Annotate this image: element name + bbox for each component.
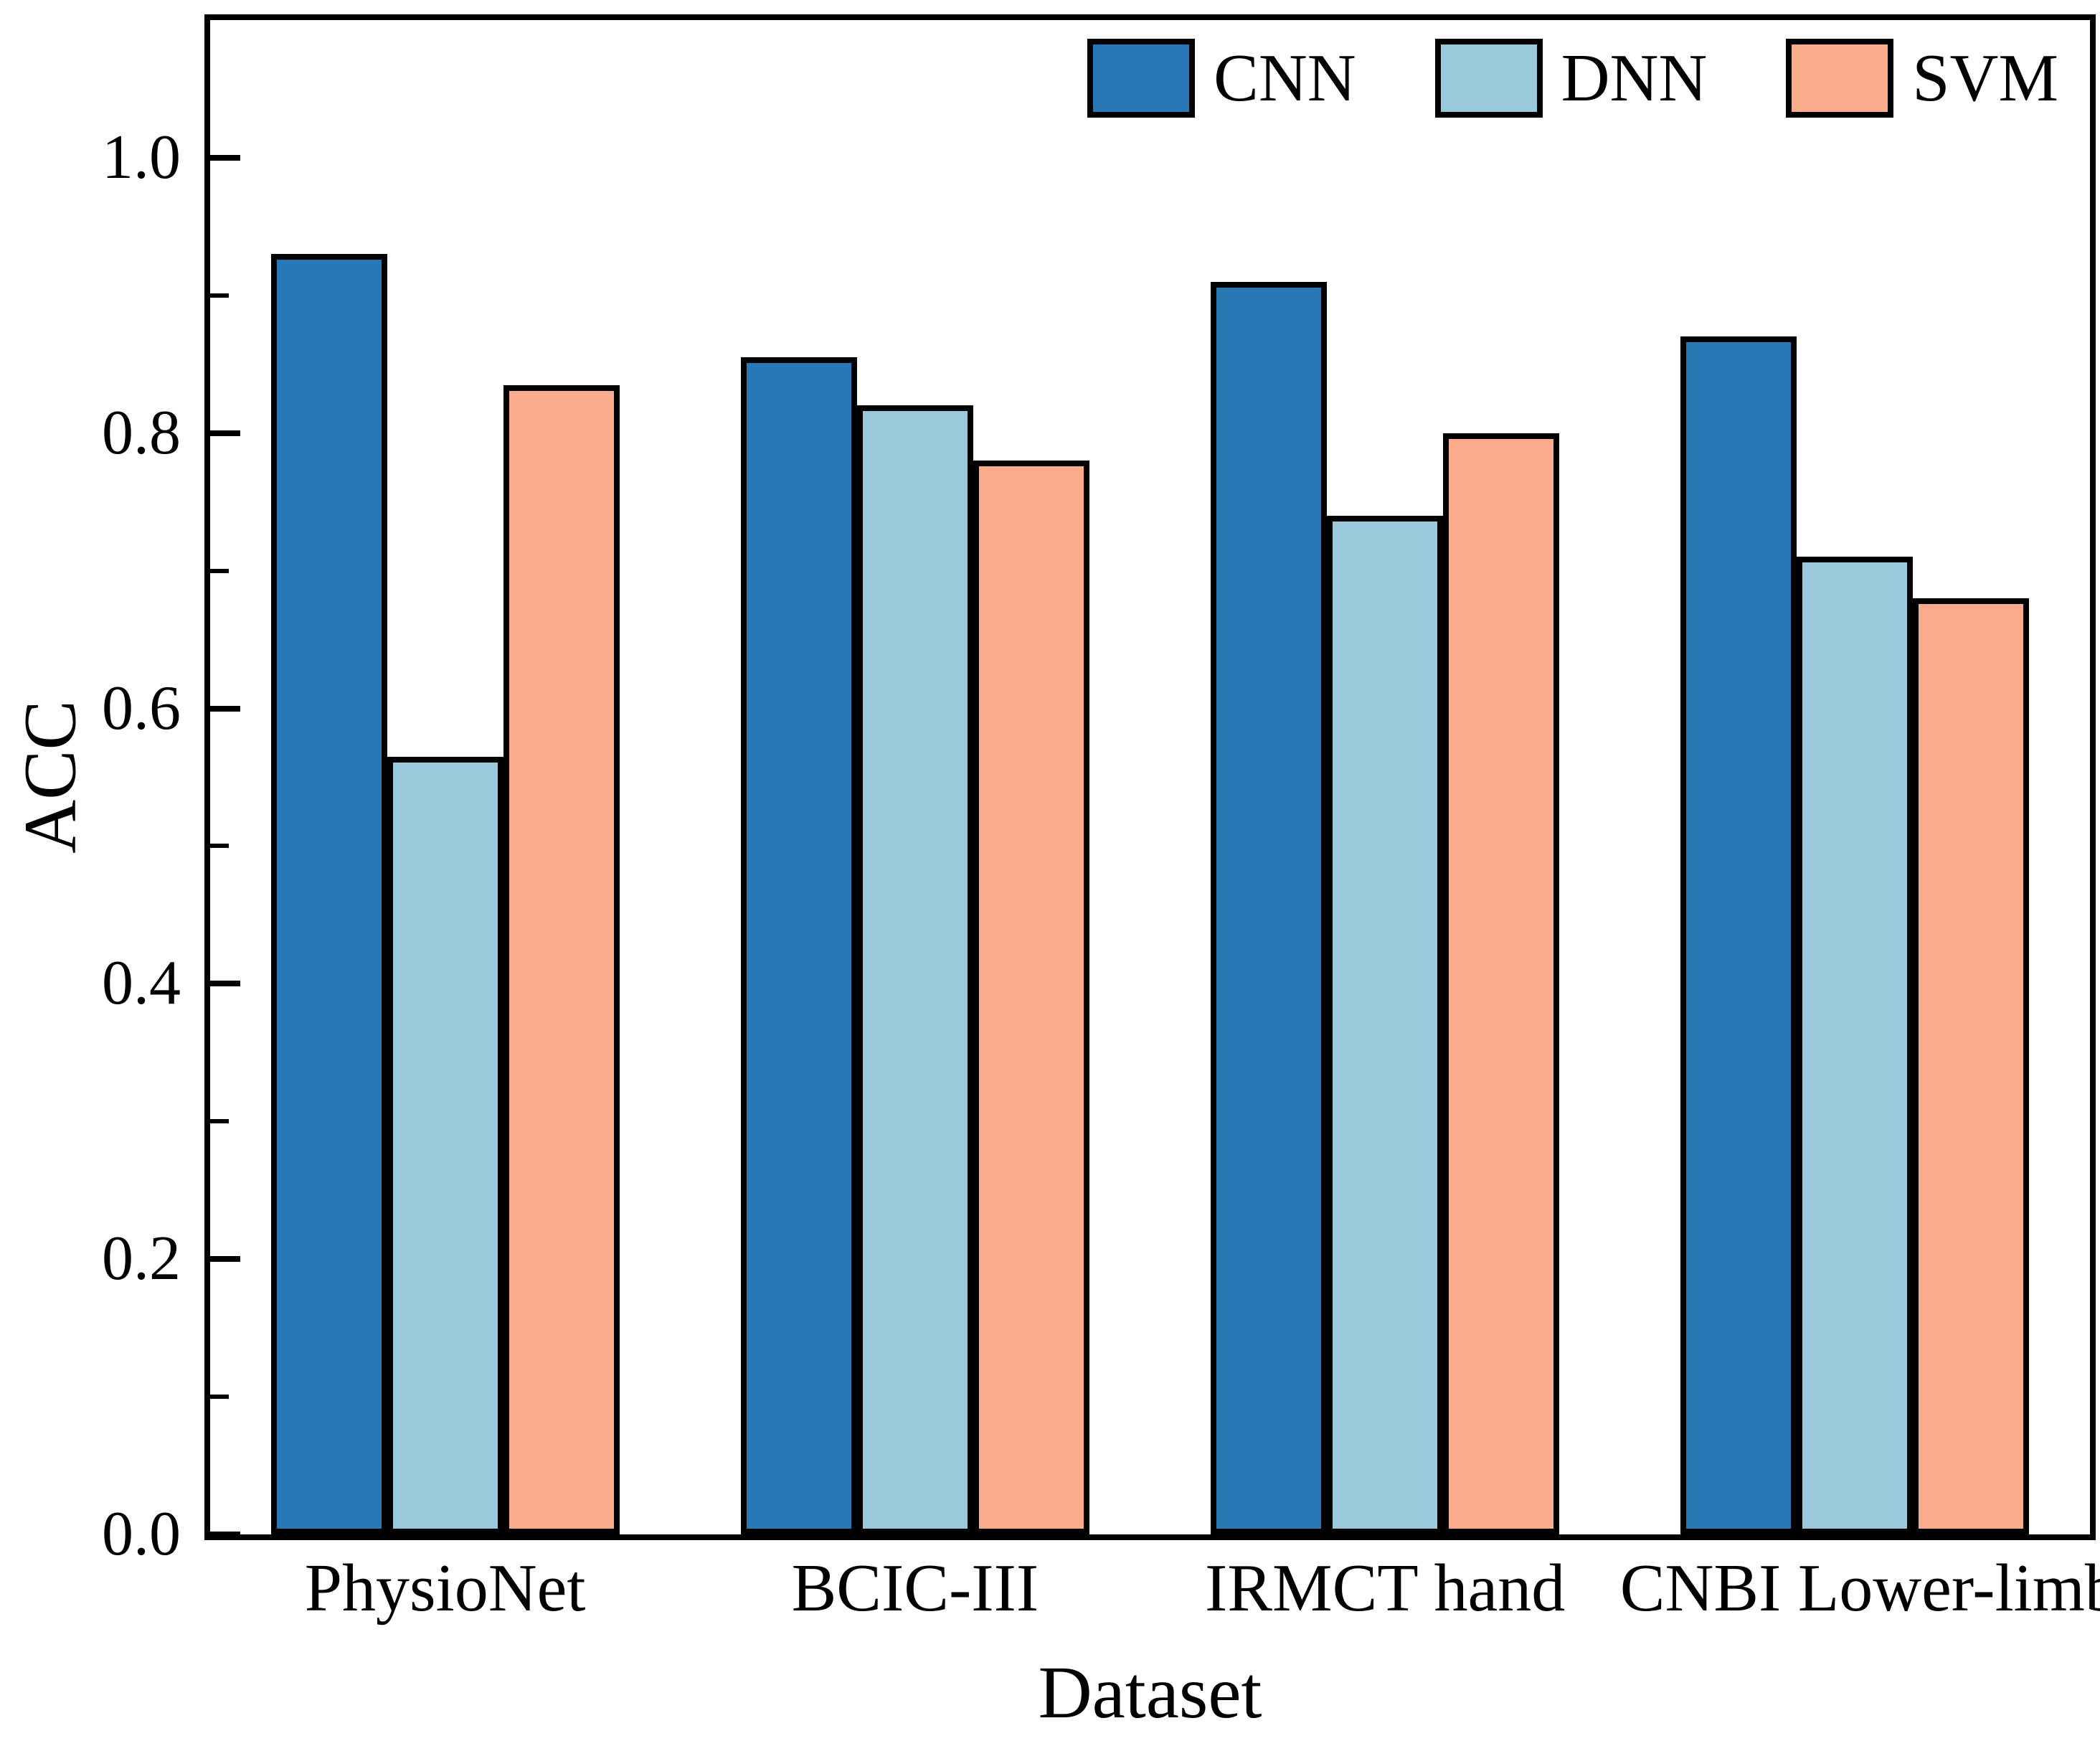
x-axis-title: Dataset <box>1038 1651 1262 1734</box>
bar-svm-irmct-hand <box>1443 433 1560 1534</box>
y-major-tick <box>210 981 240 987</box>
bar-svm-bcic-iii <box>973 461 1089 1534</box>
y-major-tick <box>210 705 240 712</box>
legend: CNN DNN SVM <box>1087 39 2058 118</box>
bar-group-bcic-iii <box>740 20 1089 1534</box>
bar-cnn-bcic-iii <box>740 357 857 1534</box>
plot-area: CNN DNN SVM <box>204 14 2096 1540</box>
bar-dnn-irmct-hand <box>1327 515 1444 1534</box>
legend-label: SVM <box>1912 41 2058 115</box>
bar-dnn-cnbi-lower-limb <box>1797 557 1914 1534</box>
bar-cnn-cnbi-lower-limb <box>1680 336 1797 1534</box>
x-tick-labels: PhysioNet BCIC-III IRMCT hand CNBI Lower-li… <box>210 1547 2100 1629</box>
y-tick-label: 0.4 <box>102 948 181 1019</box>
y-major-tick <box>210 430 240 436</box>
y-minor-tick <box>210 293 229 298</box>
x-tick-label-physionet: PhysioNet <box>304 1551 586 1626</box>
legend-item-cnn: CNN <box>1087 39 1356 118</box>
x-tick-label-cnbi-lower-limb: CNBI Lower-limb <box>1619 1551 2100 1626</box>
y-tick-label: 0.0 <box>102 1499 181 1569</box>
bar-svm-physionet <box>503 384 620 1534</box>
y-minor-tick <box>210 1395 229 1400</box>
x-tick-label-bcic-iii: BCIC-III <box>791 1551 1039 1626</box>
bar-dnn-physionet <box>387 756 503 1534</box>
y-tick-label: 0.8 <box>102 397 181 468</box>
y-tick-label: 1.0 <box>102 122 181 192</box>
legend-item-svm: SVM <box>1786 39 2058 118</box>
y-major-tick <box>210 1532 240 1537</box>
bar-dnn-bcic-iii <box>856 405 973 1534</box>
x-tick-label-irmct-hand: IRMCT hand <box>1205 1551 1566 1626</box>
legend-label: CNN <box>1214 41 1356 115</box>
bar-group-physionet <box>270 20 620 1534</box>
bar-cnn-physionet <box>270 254 387 1534</box>
legend-swatch-cnn <box>1087 39 1196 118</box>
y-major-tick <box>210 1256 240 1263</box>
y-minor-tick <box>210 568 229 573</box>
y-tick-label: 0.6 <box>102 673 181 743</box>
y-minor-tick <box>210 1119 229 1124</box>
bar-group-cnbi-lower-limb <box>1680 20 2030 1534</box>
legend-item-dnn: DNN <box>1434 39 1708 118</box>
legend-swatch-dnn <box>1434 39 1543 118</box>
bar-group-irmct-hand <box>1211 20 1560 1534</box>
y-tick-label: 0.2 <box>102 1224 181 1294</box>
legend-swatch-svm <box>1786 39 1894 118</box>
bar-svm-cnbi-lower-limb <box>1913 598 2030 1534</box>
y-minor-tick <box>210 844 229 849</box>
bars-row <box>210 20 2090 1534</box>
legend-label: DNN <box>1561 41 1708 115</box>
bar-cnn-irmct-hand <box>1211 281 1328 1534</box>
y-major-tick <box>210 154 240 161</box>
